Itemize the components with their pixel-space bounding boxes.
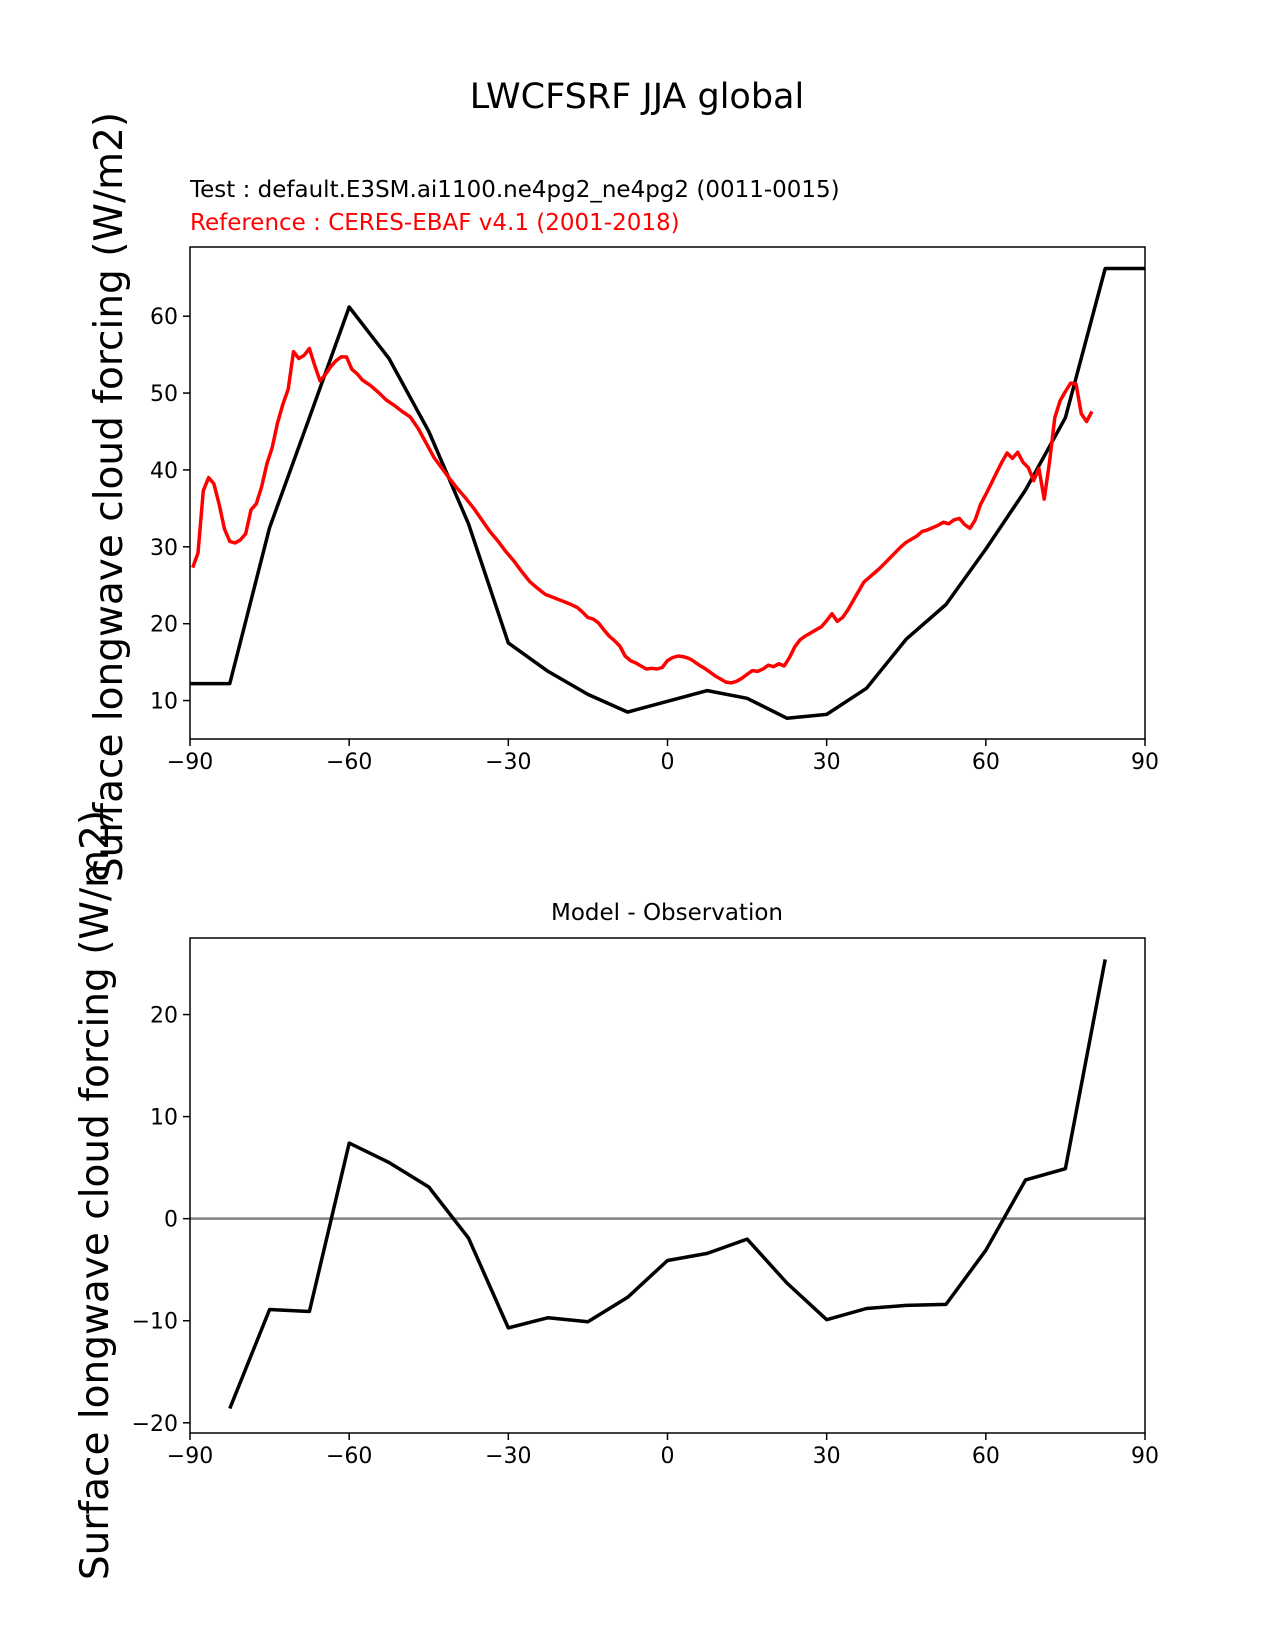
y-tick-label: 20 — [150, 613, 178, 638]
reference-series-line — [191, 346, 1094, 685]
y-tick-label: −10 — [132, 1310, 178, 1335]
y-tick-label: 60 — [150, 305, 178, 330]
test-series-line — [190, 266, 1145, 720]
top-panel: −90 −60 −30 0 30 60 90 10 20 30 40 50 60 — [150, 246, 1159, 775]
top-y-axis-label: Surface longwave cloud forcing (W/m2) — [87, 112, 132, 882]
test-label: Test : default.E3SM.ai1100.ne4pg2_ne4pg2… — [189, 177, 840, 203]
y-tick-label: −20 — [132, 1412, 178, 1437]
x-tick-label: 0 — [661, 1444, 675, 1469]
x-tick-label: 90 — [1131, 1444, 1159, 1469]
y-tick-label: 50 — [150, 382, 178, 407]
x-tick-label: 0 — [661, 750, 675, 775]
x-tick-label: 30 — [813, 750, 841, 775]
x-tick-label: 60 — [972, 1444, 1000, 1469]
x-tick-label: −90 — [167, 1444, 213, 1469]
x-tick-label: −90 — [167, 750, 213, 775]
reference-label: Reference : CERES-EBAF v4.1 (2001-2018) — [190, 210, 680, 236]
y-tick-label: 20 — [150, 1004, 178, 1029]
x-tick-label: −30 — [485, 1444, 531, 1469]
x-tick-label: 90 — [1131, 750, 1159, 775]
x-tick-label: −60 — [326, 750, 372, 775]
x-tick-label: −30 — [485, 750, 531, 775]
bottom-y-axis-label: Surface longwave cloud forcing (W/m2) — [73, 810, 118, 1580]
figure-title: LWCFSRF JJA global — [470, 77, 804, 117]
bottom-panel-title: Model - Observation — [551, 900, 783, 926]
x-tick-label: 60 — [972, 750, 1000, 775]
x-tick-label: −60 — [326, 1444, 372, 1469]
y-tick-label: 40 — [150, 459, 178, 484]
difference-series-line — [228, 959, 1107, 1410]
bottom-panel: −90 −60 −30 0 30 60 90 −20 −10 0 10 20 — [132, 937, 1159, 1469]
y-tick-label: 10 — [150, 690, 178, 715]
y-tick-label: 30 — [150, 536, 178, 561]
x-tick-label: 30 — [813, 1444, 841, 1469]
y-tick-label: 10 — [150, 1106, 178, 1131]
y-tick-label: 0 — [164, 1208, 178, 1233]
